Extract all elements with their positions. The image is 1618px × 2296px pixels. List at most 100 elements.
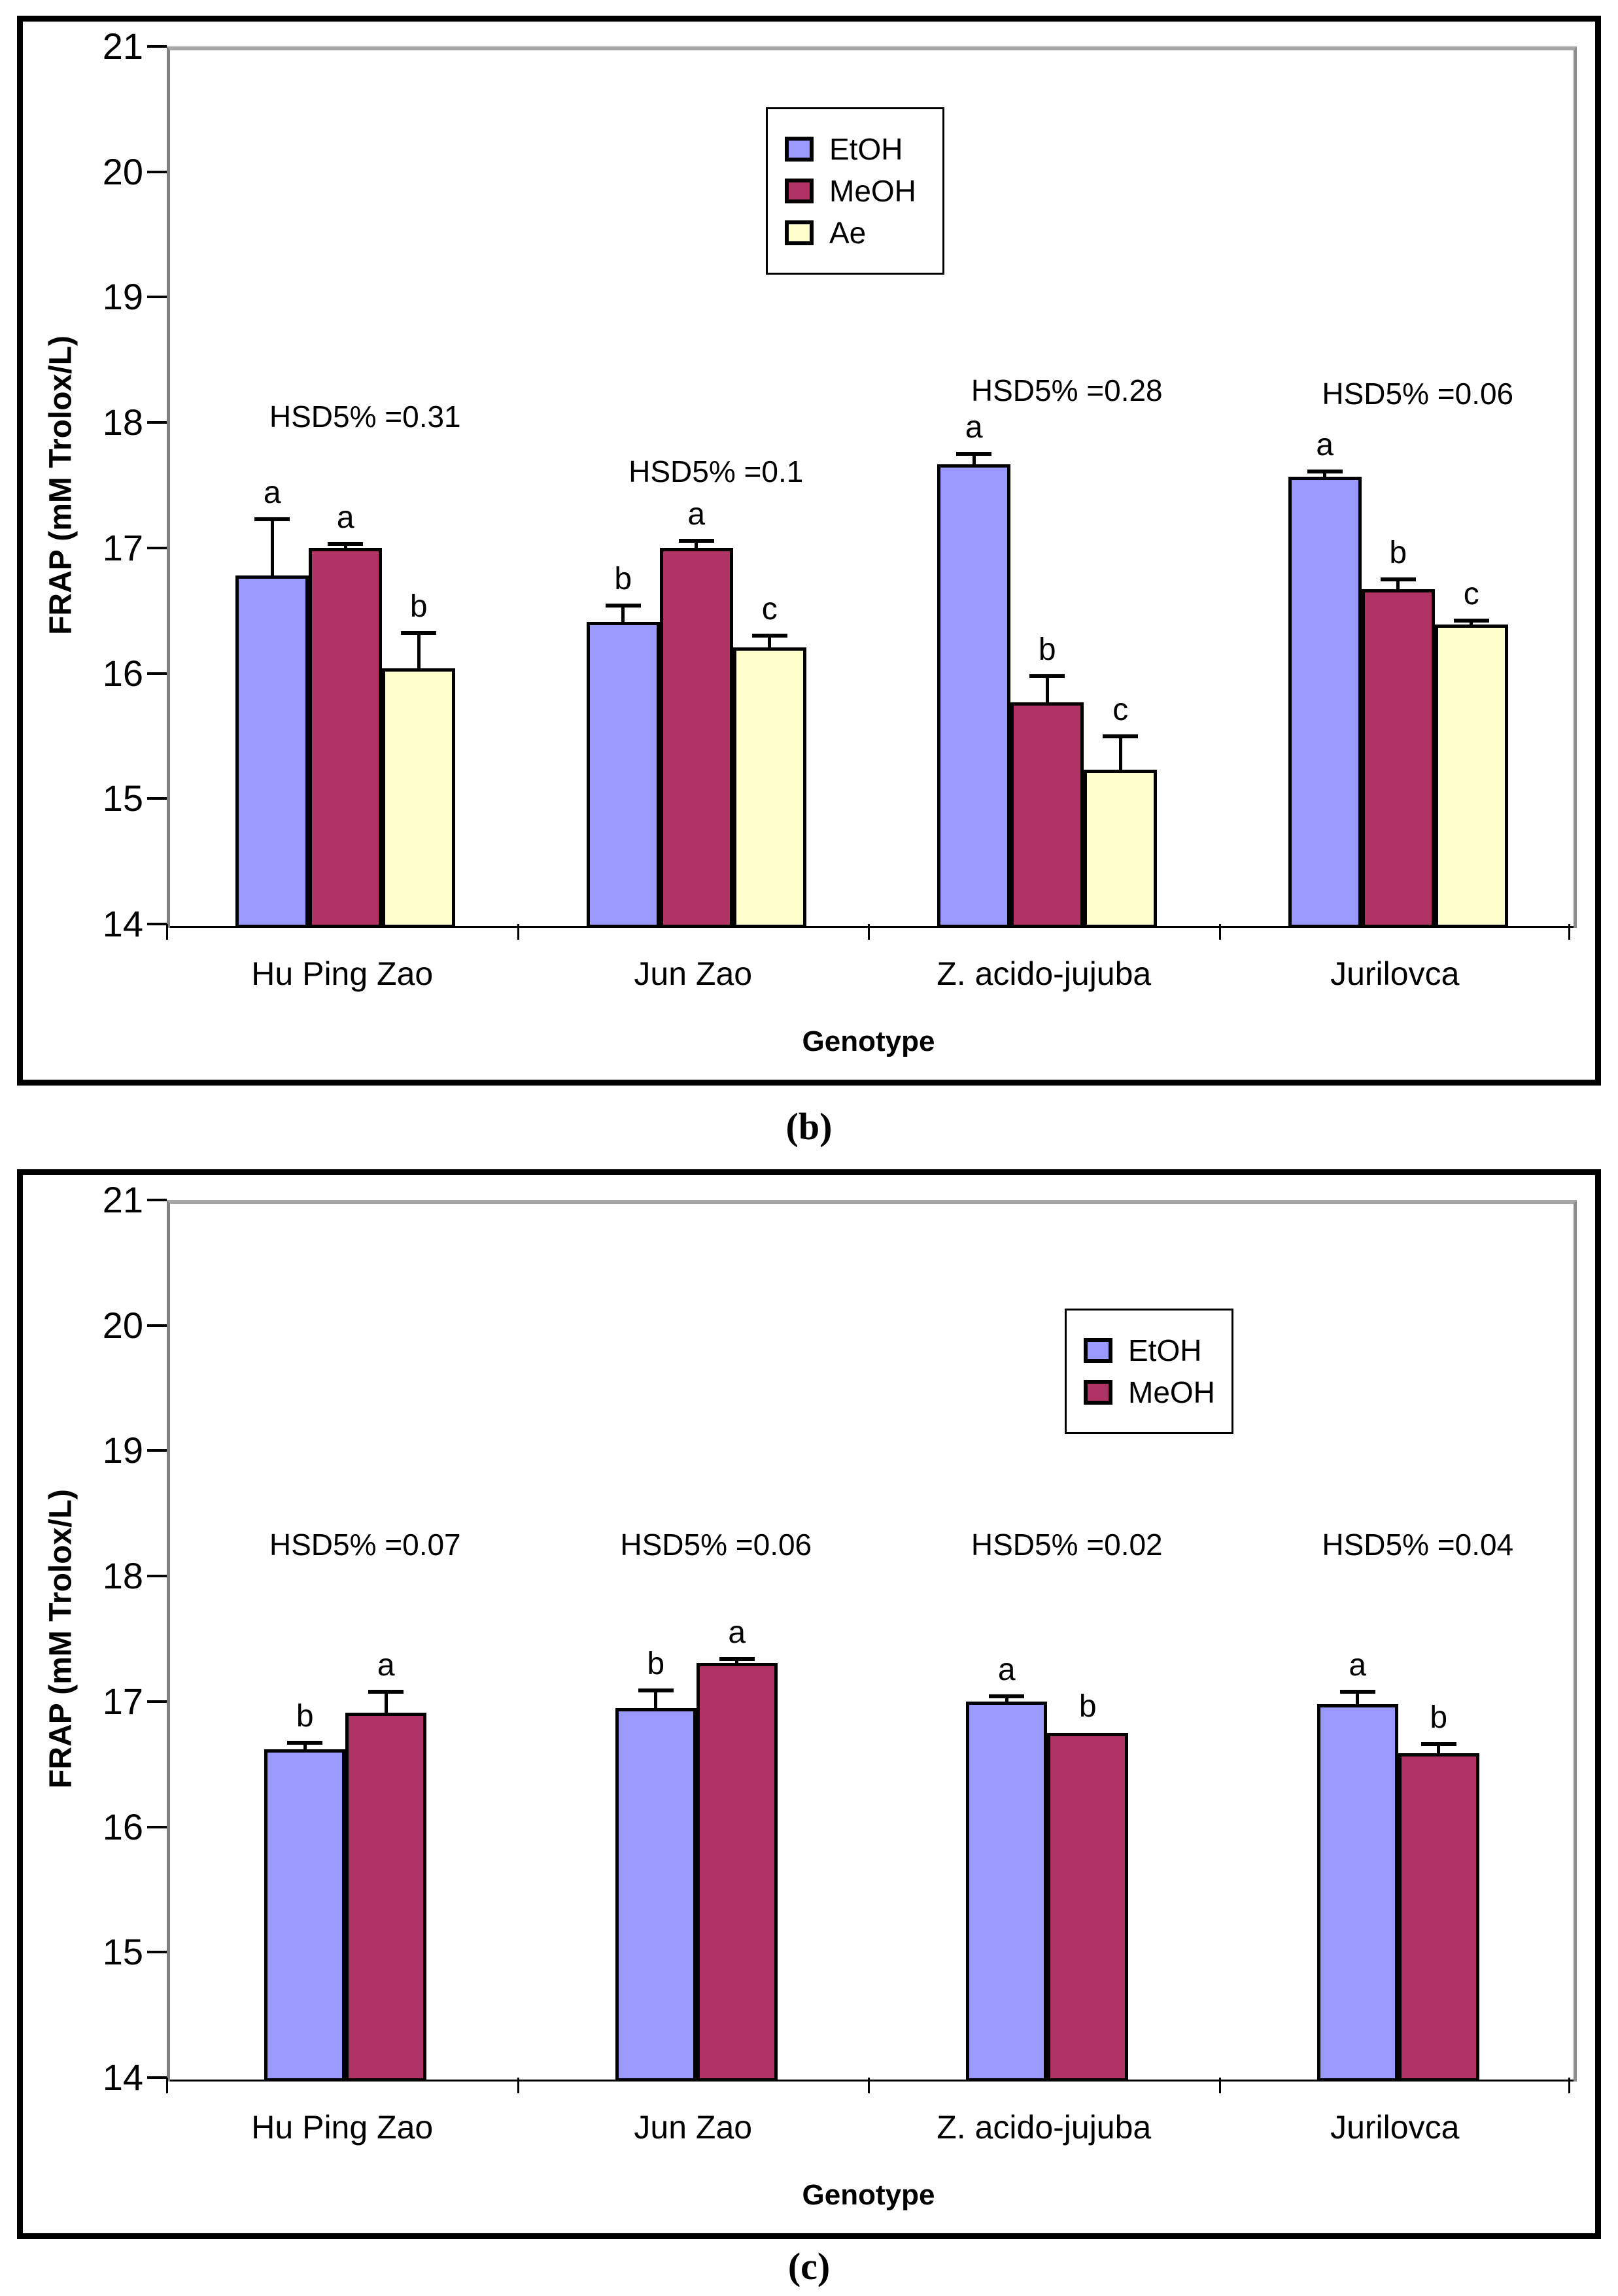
hsd-annotation: HSD5% =0.1 (628, 454, 804, 489)
bar-meoh (1361, 589, 1435, 928)
error-bar (1356, 1691, 1360, 1704)
plot-area: b b a a a a b b HSD5% =0.07 HSD5% =0.06 HSD5% =0.0… (167, 1200, 1577, 2082)
error-bar-cap (1307, 470, 1343, 474)
error-bar-cap (1453, 619, 1489, 623)
significance-letter: c (1112, 692, 1129, 727)
bar-etoh (615, 1707, 697, 2082)
plot-area: a b a a a a b b b c c c HSD5% =0.31 HSD5% =0.1 HSD5% =… (167, 46, 1577, 928)
error-bar (654, 1690, 658, 1708)
error-bar (1437, 1744, 1441, 1753)
bar-meoh (1398, 1753, 1479, 2082)
error-bar-cap (368, 1689, 404, 1694)
y-tick-label: 20 (102, 1304, 143, 1346)
significance-letter: b (296, 1699, 314, 1734)
significance-letter: b (409, 589, 428, 625)
legend-swatch-meoh (1084, 1380, 1112, 1405)
legend-swatch-etoh (785, 137, 814, 162)
error-bar (621, 606, 625, 623)
significance-letter: a (377, 1647, 395, 1683)
y-tick-label: 16 (102, 1806, 143, 1847)
significance-letter: a (728, 1615, 746, 1650)
significance-letter: c (761, 592, 778, 627)
legend-label: EtOH (829, 132, 903, 166)
error-bar (768, 636, 772, 647)
hsd-annotation: HSD5% =0.02 (971, 1528, 1163, 1562)
category-label: Hu Ping Zao (251, 2109, 434, 2146)
chart-panel-b: FRAP (mM Trolox/L) 21 20 19 18 17 16 15 14 a b a a a a… (17, 16, 1601, 1086)
bar-etoh (264, 1749, 346, 2082)
error-bar (1323, 471, 1327, 477)
x-axis-title: Genotype (802, 2179, 935, 2211)
y-tick-mark (147, 1575, 167, 1578)
y-tick-mark (147, 1449, 167, 1452)
y-tick-label: 16 (102, 652, 143, 694)
error-bar-cap (1339, 1689, 1375, 1694)
significance-letter: b (1430, 1700, 1448, 1736)
hsd-annotation: HSD5% =0.28 (971, 373, 1163, 407)
caption-b: (b) (785, 1105, 833, 1148)
bar-meoh (1047, 1733, 1129, 2082)
x-tick-mark (166, 924, 168, 940)
x-tick-mark (517, 2078, 519, 2093)
legend-label: Ae (829, 216, 867, 250)
chart-panel-c: FRAP (mM Trolox/L) 21 20 19 18 17 16 15 14 b b a a a a… (17, 1169, 1601, 2239)
x-axis-line (170, 2080, 1574, 2082)
error-bar-cap (1029, 674, 1065, 678)
legend-swatch-meoh (785, 179, 814, 203)
legend-item-etoh: EtOH (785, 133, 925, 165)
legend: EtOH MeOH (1065, 1309, 1233, 1434)
y-axis-title: FRAP (mM Trolox/L) (43, 335, 78, 635)
bar-meoh (696, 1662, 778, 2082)
error-bar-cap (401, 631, 437, 636)
error-bar-cap (1103, 734, 1139, 738)
error-bar (1045, 676, 1049, 702)
x-tick-mark (517, 924, 519, 940)
bar-etoh (235, 575, 309, 928)
bar-etoh (586, 622, 660, 928)
x-axis-line (170, 926, 1574, 928)
bar-etoh (937, 464, 1011, 928)
y-tick-label: 21 (102, 26, 143, 67)
legend-label: MeOH (829, 174, 916, 208)
error-bar (695, 540, 698, 549)
y-tick-label: 17 (102, 526, 143, 568)
legend-item-meoh: MeOH (785, 175, 925, 207)
bar-etoh (1317, 1704, 1398, 2082)
bar-ae (1084, 770, 1158, 928)
hsd-annotation: HSD5% =0.06 (620, 1528, 812, 1562)
significance-letter: a (1349, 1647, 1367, 1683)
error-bar-cap (989, 1694, 1025, 1699)
y-tick-label: 18 (102, 1555, 143, 1597)
category-label: Jurilovca (1330, 2109, 1460, 2146)
error-bar (303, 1743, 307, 1749)
significance-letter: a (336, 500, 354, 536)
bar-meoh (309, 548, 383, 928)
y-tick-mark (147, 1324, 167, 1327)
y-tick-mark (147, 1700, 167, 1703)
y-tick-label: 15 (102, 778, 143, 819)
bar-meoh (1010, 702, 1084, 928)
significance-letter: b (1038, 632, 1056, 667)
significance-letter: a (1316, 428, 1334, 463)
error-bar (384, 1691, 388, 1713)
category-label: Jun Zao (634, 2109, 753, 2146)
error-bar-cap (254, 517, 290, 521)
bar-ae (732, 647, 806, 928)
y-tick-label: 14 (102, 2057, 143, 2098)
x-tick-mark (1568, 924, 1570, 940)
error-bar (1005, 1696, 1008, 1702)
y-tick-mark (147, 421, 167, 424)
x-tick-mark (166, 2078, 168, 2093)
bar-etoh (966, 1702, 1048, 2082)
x-tick-mark (1218, 924, 1221, 940)
legend-item-ae: Ae (785, 216, 925, 249)
category-label: Z. acido-jujuba (937, 2109, 1152, 2146)
bar-meoh (659, 548, 733, 928)
hsd-annotation: HSD5% =0.06 (1322, 377, 1514, 411)
significance-letter: a (997, 1653, 1016, 1688)
bar-ae (382, 668, 456, 928)
category-label: Jun Zao (634, 955, 753, 992)
y-tick-mark (147, 2076, 167, 2079)
significance-letter: a (687, 496, 706, 532)
